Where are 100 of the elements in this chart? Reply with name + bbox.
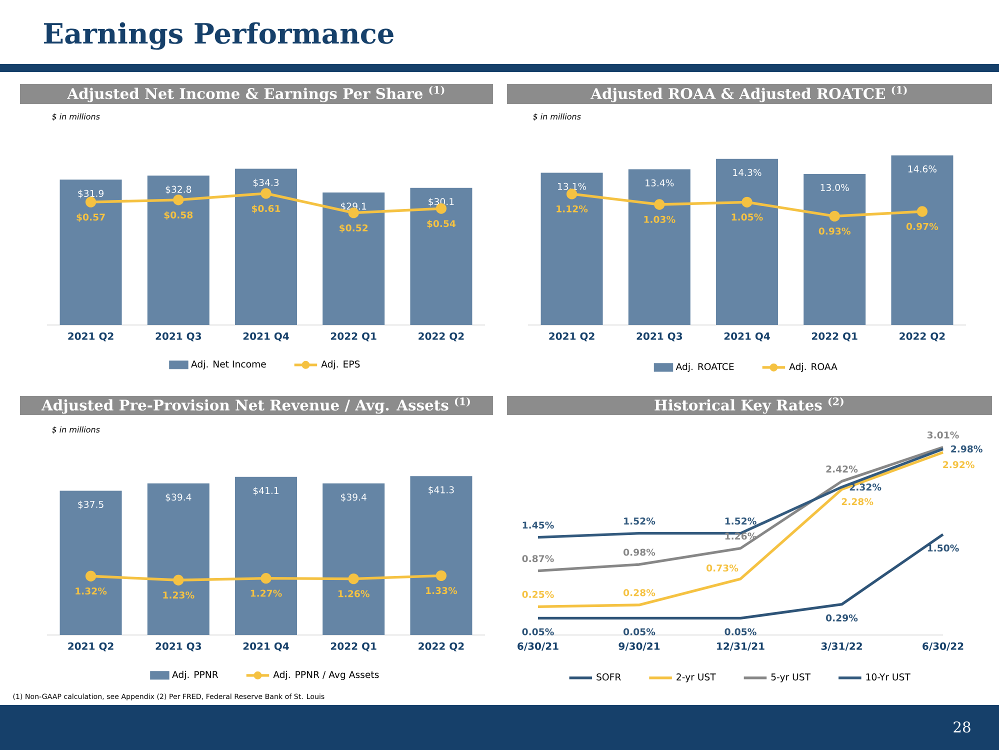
bar xyxy=(147,483,210,636)
data-label: 1.33% xyxy=(426,587,458,594)
data-label: $37.5 xyxy=(78,500,104,510)
x-tick-label: 12/31/21 xyxy=(717,642,764,651)
chart-title: Adjusted Pre-Provision Net Revenue / Avg. Assets $^{(1)}$ xyxy=(41,397,470,414)
data-label: 1.45% xyxy=(522,522,554,529)
data-label: $0.54 xyxy=(427,220,456,228)
data-label: 14.6% xyxy=(908,165,937,172)
bar xyxy=(60,180,122,326)
data-label: 0.93% xyxy=(818,228,851,235)
bar xyxy=(628,169,690,326)
data-label: 13.4% xyxy=(646,179,674,186)
bar xyxy=(235,476,297,636)
data-label: 1.05% xyxy=(732,214,763,221)
x-tick-label: 2021 Q3 xyxy=(156,642,202,652)
data-label: 1.03% xyxy=(644,216,676,223)
bar xyxy=(804,174,866,326)
data-label: 2.28% xyxy=(842,498,874,506)
data-label: 0.29% xyxy=(826,614,858,622)
x-tick-label: 2021 Q3 xyxy=(156,332,202,342)
x-tick-label: 2021 Q2 xyxy=(549,332,594,342)
data-label: $32.8 xyxy=(166,186,192,194)
data-label: 0.87% xyxy=(522,555,554,562)
bar xyxy=(891,155,954,326)
data-label: 0.05% xyxy=(522,628,554,636)
legend-label: Adj. ROAA xyxy=(789,362,838,372)
data-label: 13.0% xyxy=(820,184,849,192)
point xyxy=(916,206,928,217)
chart-title: Adjusted Net Income & Earnings Per Share $^{(1)}$ xyxy=(67,86,444,102)
data-label: 0.28% xyxy=(624,589,656,596)
data-label: 3.01% xyxy=(927,431,959,439)
legend-label: 10-Yr UST xyxy=(866,673,910,680)
text: Earnings Performance xyxy=(44,22,394,50)
legend-label: Adj. PPNR xyxy=(172,670,218,680)
data-label: 13.1% xyxy=(558,182,586,190)
x-tick-label: 2022 Q2 xyxy=(900,332,945,342)
point xyxy=(742,196,752,208)
legend-label: Adj. ROATCE xyxy=(676,362,734,372)
data-label: 0.05% xyxy=(724,628,756,636)
data-label: $41.3 xyxy=(428,486,454,495)
x-tick-label: 2022 Q1 xyxy=(331,642,376,652)
data-label: 1.52% xyxy=(725,518,756,525)
data-label: $0.58 xyxy=(164,211,193,220)
bar xyxy=(60,490,122,636)
legend-label: Adj. EPS xyxy=(321,360,360,370)
data-label: 0.25% xyxy=(522,590,554,598)
data-label: 2.32% xyxy=(850,484,882,491)
x-tick-label: 2022 Q1 xyxy=(331,332,376,342)
bar xyxy=(540,172,603,326)
legend-label: 5-yr UST xyxy=(771,673,811,682)
x-tick-label: 2021 Q3 xyxy=(636,332,682,342)
chart-subtitle: $ in millions xyxy=(532,113,581,121)
x-tick-label: 3/31/22 xyxy=(821,642,862,651)
x-tick-label: 6/30/22 xyxy=(922,642,964,651)
chart-subtitle: $ in millions xyxy=(52,426,100,434)
point xyxy=(829,210,840,222)
data-label: 14.3% xyxy=(733,168,762,176)
data-label: 0.05% xyxy=(624,628,656,636)
point xyxy=(173,194,184,206)
point xyxy=(260,188,272,199)
data-label: 2.98% xyxy=(951,445,982,452)
data-label: $34.3 xyxy=(253,178,279,188)
bar xyxy=(410,476,472,636)
legend-label: SOFR xyxy=(596,673,621,680)
data-label: 1.26% xyxy=(338,590,370,598)
x-tick-label: 2022 Q1 xyxy=(812,332,858,342)
legend-label: 2-yr UST xyxy=(676,673,716,682)
bar xyxy=(147,176,210,326)
x-tick-label: 9/30/21 xyxy=(618,642,660,651)
data-label: 0.73% xyxy=(706,564,738,572)
legend-label: Adj. PPNR / Avg Assets xyxy=(273,670,379,680)
data-label: 1.27% xyxy=(250,590,282,597)
data-label: 0.97% xyxy=(906,222,938,230)
x-tick-label: 6/30/21 xyxy=(518,642,558,651)
data-label: $0.61 xyxy=(252,204,280,214)
data-label: 2.42% xyxy=(826,466,858,473)
x-tick-label: 2022 Q2 xyxy=(418,332,464,342)
data-label: 1.26% xyxy=(725,532,756,540)
bar xyxy=(235,168,297,326)
bar xyxy=(716,158,778,326)
data-label: 0.98% xyxy=(624,548,656,556)
chart-title: Adjusted ROAA & Adjusted ROATCE $^{(1)}$ xyxy=(590,86,907,102)
data-label: $39.4 xyxy=(166,493,192,502)
data-label: $39.4 xyxy=(341,493,366,502)
x-tick-label: 2021 Q2 xyxy=(68,642,114,652)
x-tick-label: 2021 Q2 xyxy=(68,332,114,342)
chart-title: Historical Key Rates $^{(2)}$ xyxy=(654,397,844,414)
data-label: $0.57 xyxy=(76,213,105,222)
data-label: 1.50% xyxy=(928,544,959,552)
bar xyxy=(410,188,472,326)
data-label: $31.9 xyxy=(78,190,104,198)
data-label: $0.52 xyxy=(340,224,368,233)
x-tick-label: 2022 Q2 xyxy=(418,642,464,652)
point xyxy=(654,199,665,210)
data-label: 1.52% xyxy=(624,518,656,525)
chart-subtitle: $ in millions xyxy=(52,113,100,121)
data-label: 1.23% xyxy=(163,592,194,599)
text: 28 xyxy=(954,721,970,733)
bar xyxy=(322,192,385,326)
x-tick-label: 2021 Q4 xyxy=(243,642,289,652)
